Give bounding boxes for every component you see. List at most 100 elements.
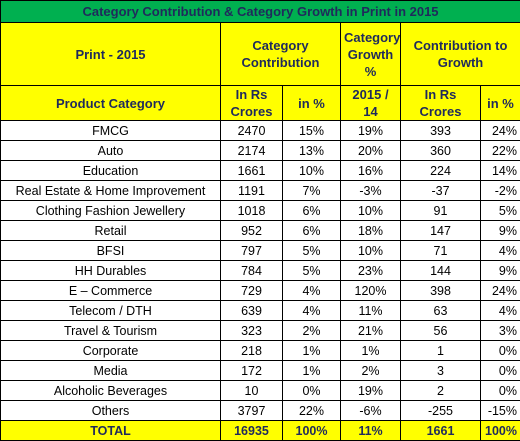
header-cell: Print - 2015 [1, 23, 221, 86]
sub-header-cell: in % [481, 86, 520, 121]
data-cell: 1% [341, 341, 401, 361]
data-cell: Corporate [1, 341, 221, 361]
total-cell: 100% [283, 421, 341, 441]
data-cell: 2% [283, 321, 341, 341]
data-cell: 19% [341, 381, 401, 401]
data-cell: 1018 [221, 201, 283, 221]
data-cell: 323 [221, 321, 283, 341]
data-cell: BFSI [1, 241, 221, 261]
data-cell: 24% [481, 281, 520, 301]
data-cell: 91 [401, 201, 481, 221]
data-cell: 4% [481, 241, 520, 261]
data-cell: FMCG [1, 121, 221, 141]
total-cell: TOTAL [1, 421, 221, 441]
total-cell: 1661 [401, 421, 481, 441]
data-cell: 19% [341, 121, 401, 141]
data-cell: 71 [401, 241, 481, 261]
data-cell: 2 [401, 381, 481, 401]
data-cell: 360 [401, 141, 481, 161]
title-row: Category Contribution & Category Growth … [1, 1, 520, 23]
data-cell: 22% [481, 141, 520, 161]
data-cell: 24% [481, 121, 520, 141]
data-cell: 5% [481, 201, 520, 221]
data-cell: 2470 [221, 121, 283, 141]
data-cell: 3797 [221, 401, 283, 421]
data-cell: -3% [341, 181, 401, 201]
total-cell: 11% [341, 421, 401, 441]
data-cell: 784 [221, 261, 283, 281]
total-cell: 100% [481, 421, 520, 441]
data-cell: 2% [341, 361, 401, 381]
data-cell: 7% [283, 181, 341, 201]
total-cell: 16935 [221, 421, 283, 441]
data-cell: -15% [481, 401, 520, 421]
data-cell: 18% [341, 221, 401, 241]
data-cell: 10% [341, 241, 401, 261]
data-cell: 6% [283, 201, 341, 221]
data-cell: 0% [481, 361, 520, 381]
data-cell: 10 [221, 381, 283, 401]
data-cell: 16% [341, 161, 401, 181]
data-cell: 23% [341, 261, 401, 281]
data-cell: 9% [481, 221, 520, 241]
data-cell: 13% [283, 141, 341, 161]
data-cell: 9% [481, 261, 520, 281]
data-cell: 11% [341, 301, 401, 321]
data-cell: -6% [341, 401, 401, 421]
data-cell: 0% [481, 381, 520, 401]
header-cell: Contribution to Growth [401, 23, 520, 86]
data-cell: 6% [283, 221, 341, 241]
data-cell: 15% [283, 121, 341, 141]
data-cell: 5% [283, 241, 341, 261]
data-cell: 10% [341, 201, 401, 221]
header-cell: Category Growth % [341, 23, 401, 86]
data-cell: 393 [401, 121, 481, 141]
header-cell: Category Contribution [221, 23, 341, 86]
data-cell: 22% [283, 401, 341, 421]
data-cell: Media [1, 361, 221, 381]
data-cell: 21% [341, 321, 401, 341]
data-cell: Education [1, 161, 221, 181]
data-cell: Alcoholic Beverages [1, 381, 221, 401]
data-cell: 2174 [221, 141, 283, 161]
data-cell: 10% [283, 161, 341, 181]
sub-header-cell: In Rs Crores [221, 86, 283, 121]
data-cell: Others [1, 401, 221, 421]
data-cell: 56 [401, 321, 481, 341]
data-cell: 729 [221, 281, 283, 301]
data-cell: 0% [481, 341, 520, 361]
data-cell: 4% [283, 281, 341, 301]
data-cell: 1191 [221, 181, 283, 201]
data-cell: 14% [481, 161, 520, 181]
data-cell: 63 [401, 301, 481, 321]
data-cell: 0% [283, 381, 341, 401]
data-cell: -255 [401, 401, 481, 421]
data-cell: Travel & Tourism [1, 321, 221, 341]
data-cell: Clothing Fashion Jewellery [1, 201, 221, 221]
data-cell: 1661 [221, 161, 283, 181]
table-title: Category Contribution & Category Growth … [1, 1, 520, 23]
data-cell: 4% [283, 301, 341, 321]
data-cell: Telecom / DTH [1, 301, 221, 321]
data-cell: 797 [221, 241, 283, 261]
data-cell: 147 [401, 221, 481, 241]
data-cell: 952 [221, 221, 283, 241]
